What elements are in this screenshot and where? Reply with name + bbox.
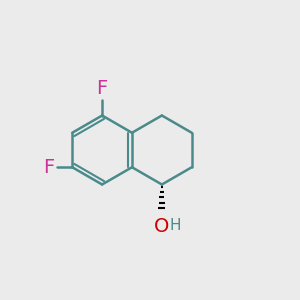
Text: F: F: [43, 158, 54, 177]
Text: H: H: [169, 218, 181, 233]
Text: O: O: [154, 217, 170, 236]
Text: F: F: [97, 79, 108, 98]
